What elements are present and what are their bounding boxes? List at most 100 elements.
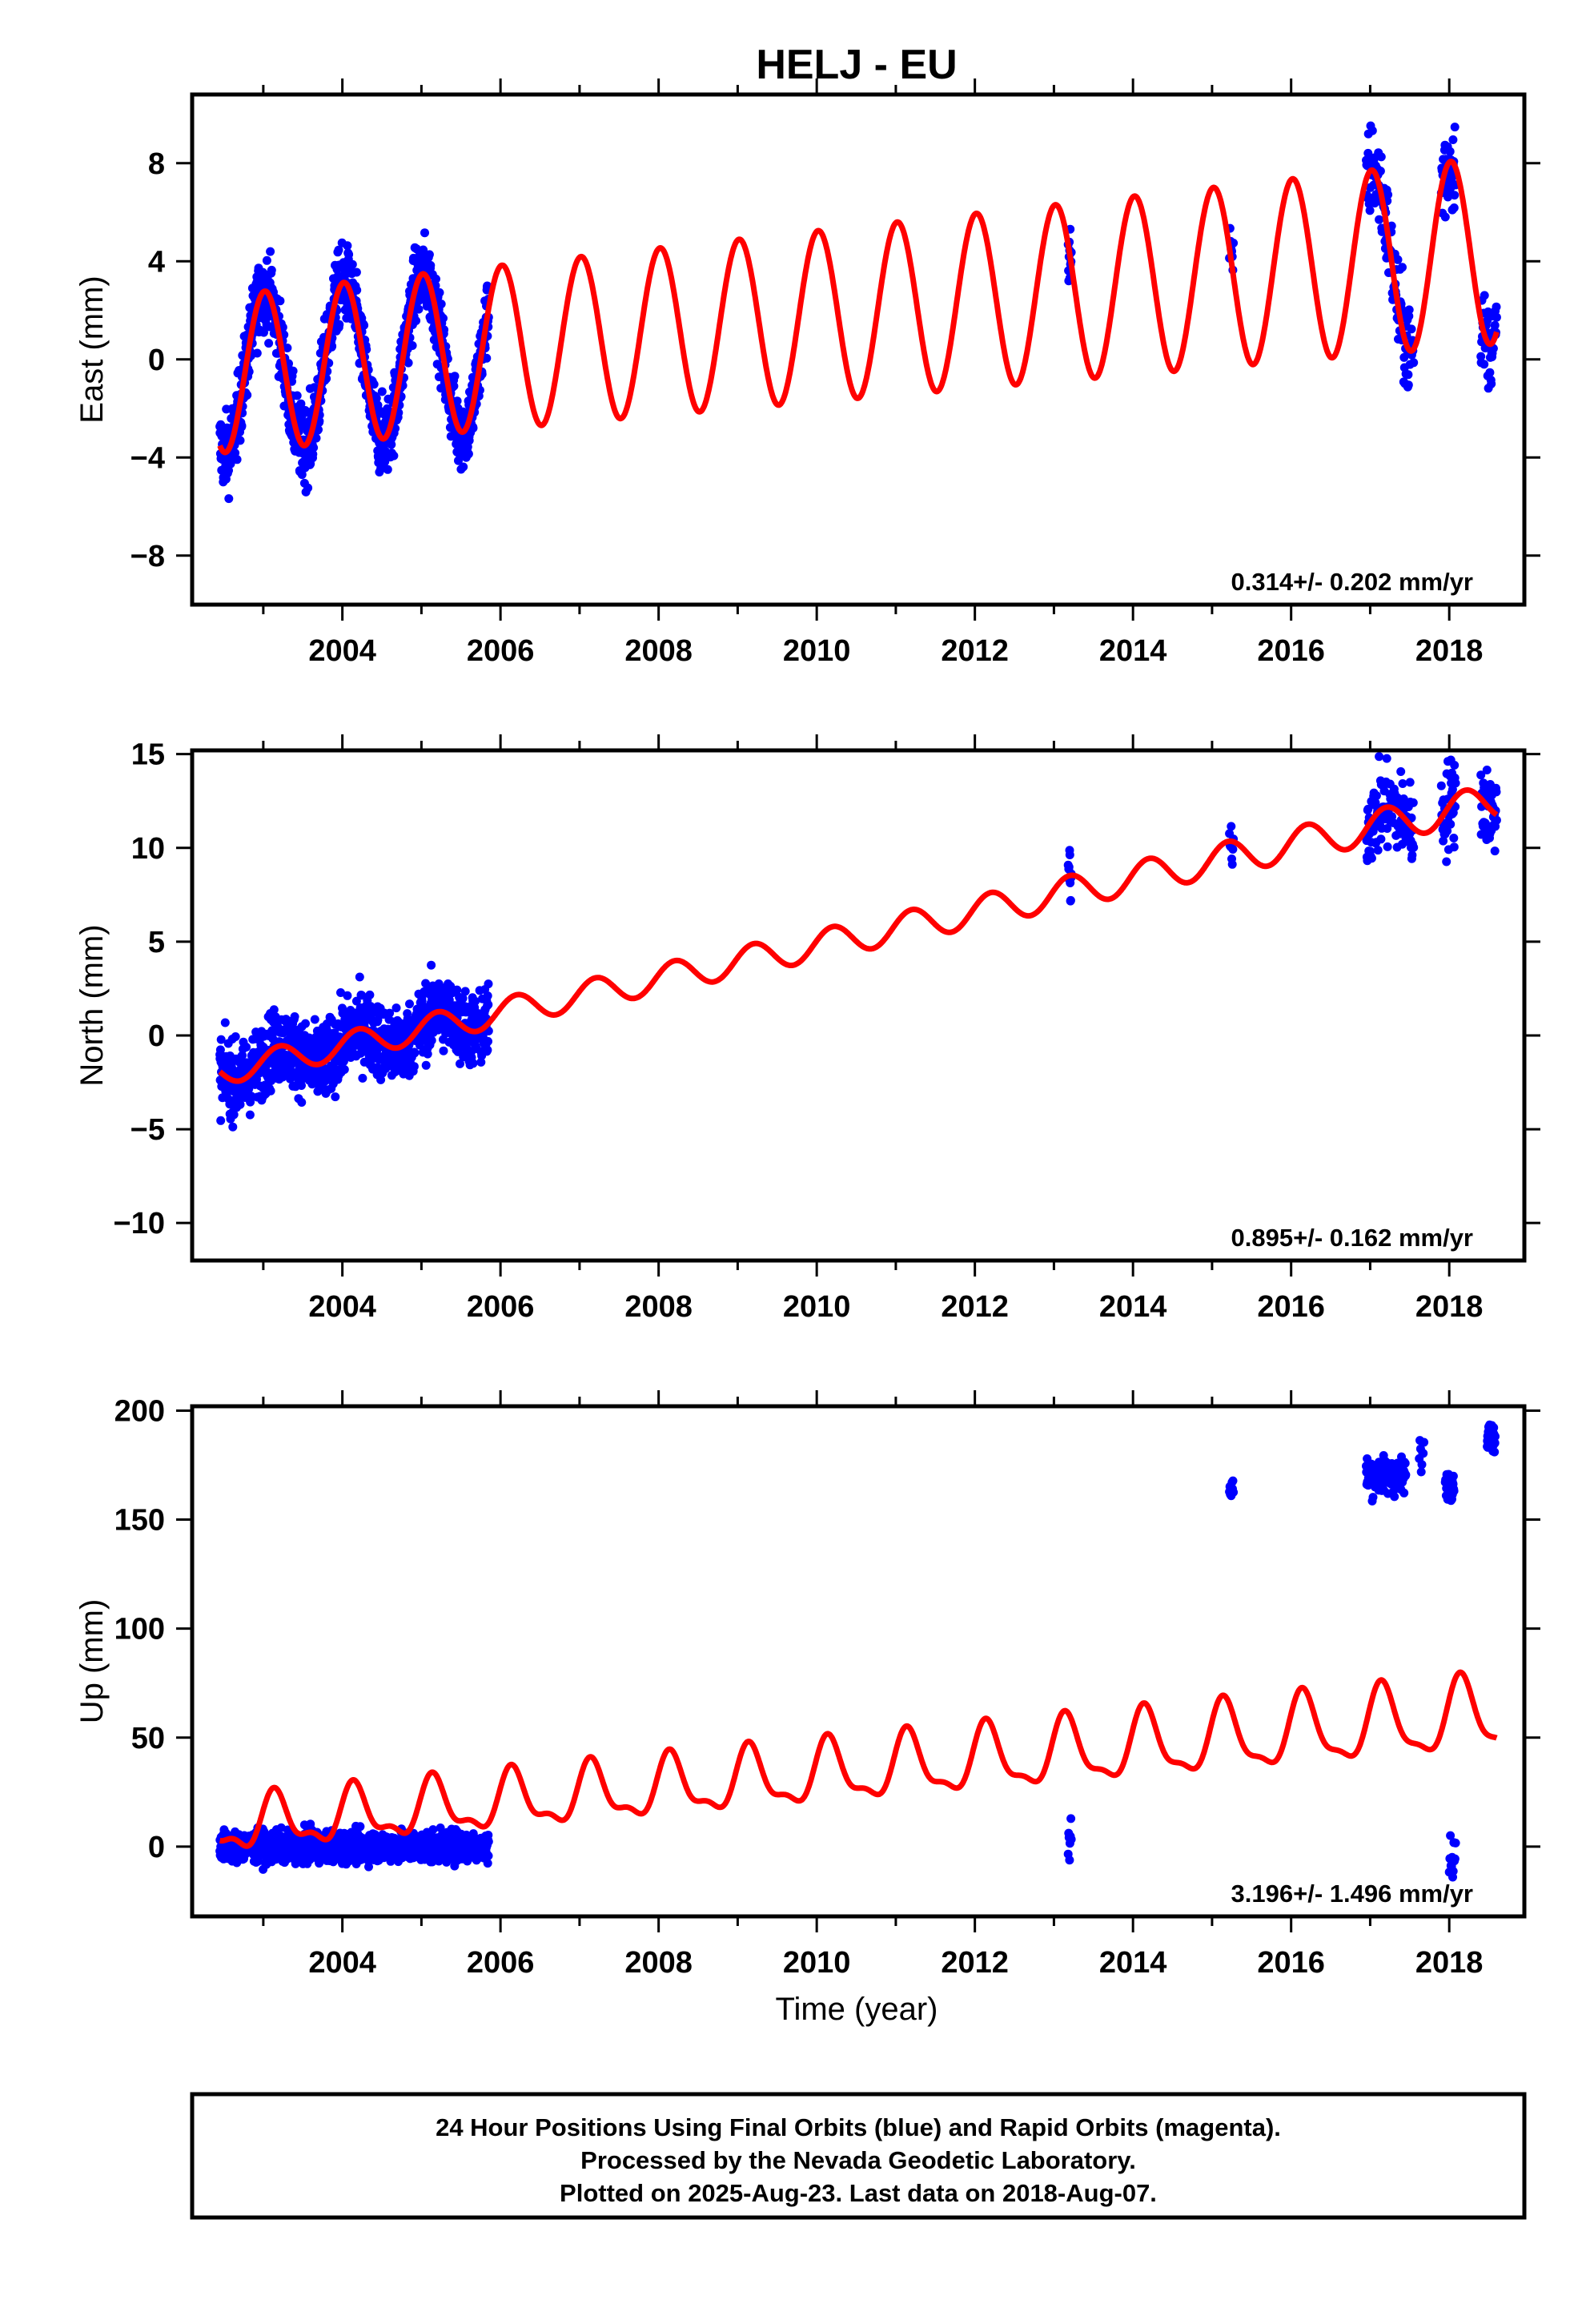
- y-tick-label: 0: [148, 344, 165, 377]
- data-point: [483, 281, 492, 291]
- data-point: [435, 287, 444, 297]
- data-point: [220, 1018, 230, 1027]
- data-point: [237, 421, 247, 431]
- data-point: [334, 245, 343, 255]
- data-point: [259, 328, 268, 337]
- x-tick-label: 2010: [783, 634, 851, 668]
- data-point: [216, 1116, 226, 1125]
- data-point: [1399, 1488, 1409, 1498]
- data-point: [1383, 842, 1392, 851]
- data-point: [414, 304, 424, 314]
- x-tick-label: 2010: [783, 1290, 851, 1324]
- data-point: [391, 1003, 401, 1013]
- data-point: [1228, 1476, 1238, 1486]
- data-point: [314, 425, 323, 434]
- data-point: [336, 988, 345, 997]
- y-tick-label: 8: [148, 147, 165, 181]
- data-point: [424, 250, 434, 259]
- rate-label: 3.196+/- 1.496 mm/yr: [1231, 1880, 1473, 1908]
- y-axis-label: Up (mm): [74, 1599, 110, 1724]
- data-point: [1403, 380, 1413, 390]
- data-point: [262, 255, 271, 265]
- data-point: [1376, 834, 1386, 844]
- x-tick-label: 2012: [941, 1290, 1009, 1324]
- data-point: [1376, 152, 1386, 162]
- data-point: [269, 1005, 279, 1015]
- data-point: [421, 1060, 431, 1070]
- data-point: [1480, 291, 1489, 300]
- y-tick-label: −4: [130, 441, 165, 475]
- data-point: [427, 960, 436, 970]
- data-point: [1480, 360, 1489, 369]
- data-point: [383, 464, 392, 474]
- data-point: [288, 366, 298, 376]
- data-point: [1449, 1486, 1459, 1496]
- y-tick-label: 0: [148, 1019, 165, 1053]
- data-point: [275, 296, 285, 306]
- data-point: [1408, 798, 1418, 807]
- data-point: [1450, 761, 1460, 770]
- data-point: [331, 1092, 340, 1102]
- data-point: [245, 1110, 255, 1120]
- data-point: [1491, 1432, 1500, 1441]
- data-point: [483, 991, 492, 1000]
- data-point: [383, 404, 392, 413]
- data-point: [371, 393, 381, 403]
- y-tick-label: 5: [148, 926, 165, 959]
- data-point: [224, 466, 233, 475]
- data-point: [373, 400, 383, 410]
- data-point: [1398, 779, 1407, 788]
- data-point: [459, 462, 468, 472]
- y-tick-label: 4: [148, 245, 165, 279]
- data-point: [408, 341, 417, 350]
- footer-line-3: Plotted on 2025-Aug-23. Last data on 201…: [560, 2179, 1157, 2207]
- model-fit-line: [218, 1669, 1499, 1849]
- x-tick-label: 2004: [308, 1946, 376, 1980]
- data-point: [1367, 854, 1376, 863]
- x-axis-label: Time (year): [776, 1992, 938, 2027]
- data-point: [1371, 791, 1381, 801]
- data-point: [1436, 781, 1446, 790]
- data-point: [460, 987, 470, 996]
- data-point: [1407, 850, 1417, 860]
- data-point: [355, 1822, 365, 1831]
- data-point: [1367, 126, 1377, 135]
- y-tick-label: −8: [130, 540, 165, 573]
- data-point: [266, 1086, 275, 1096]
- data-point: [404, 358, 413, 368]
- y-tick-label: 10: [131, 832, 165, 866]
- panel-east: 2004 2006 2008 2010 2012 2014 2016 2018 −8 −4 0 4 8 E…: [74, 78, 1540, 668]
- x-tick-label: 2006: [467, 634, 535, 668]
- data-point: [1492, 302, 1501, 312]
- model-fit-line: [217, 159, 1500, 456]
- data-point: [1409, 358, 1419, 368]
- x-tick-label: 2018: [1415, 1946, 1484, 1980]
- x-tick-label: 2016: [1257, 1290, 1325, 1324]
- data-point: [1383, 190, 1393, 199]
- data-point: [1451, 778, 1460, 788]
- data-point: [387, 440, 396, 449]
- data-point: [339, 1056, 348, 1066]
- data-point: [1404, 312, 1414, 321]
- data-point: [309, 443, 319, 452]
- y-tick-label: −5: [130, 1113, 165, 1147]
- data-point: [243, 390, 252, 400]
- y-tick-label: 50: [131, 1722, 165, 1755]
- x-tick-label: 2010: [783, 1946, 851, 1980]
- data-point: [292, 391, 302, 400]
- data-point: [235, 1100, 245, 1109]
- data-point: [439, 1046, 448, 1055]
- data-point: [483, 1045, 492, 1055]
- data-point: [1482, 766, 1492, 774]
- data-point: [410, 1048, 420, 1058]
- data-point: [344, 250, 354, 259]
- footer-line-1: 24 Hour Positions Using Final Orbits (bl…: [436, 2113, 1281, 2141]
- x-tick-label: 2016: [1257, 634, 1325, 668]
- data-point: [1365, 206, 1375, 215]
- data-point: [484, 1036, 492, 1046]
- data-point: [1390, 1492, 1399, 1502]
- data-point: [409, 1062, 419, 1072]
- data-point: [365, 990, 375, 999]
- data-point: [1375, 752, 1384, 762]
- data-point: [231, 1032, 240, 1041]
